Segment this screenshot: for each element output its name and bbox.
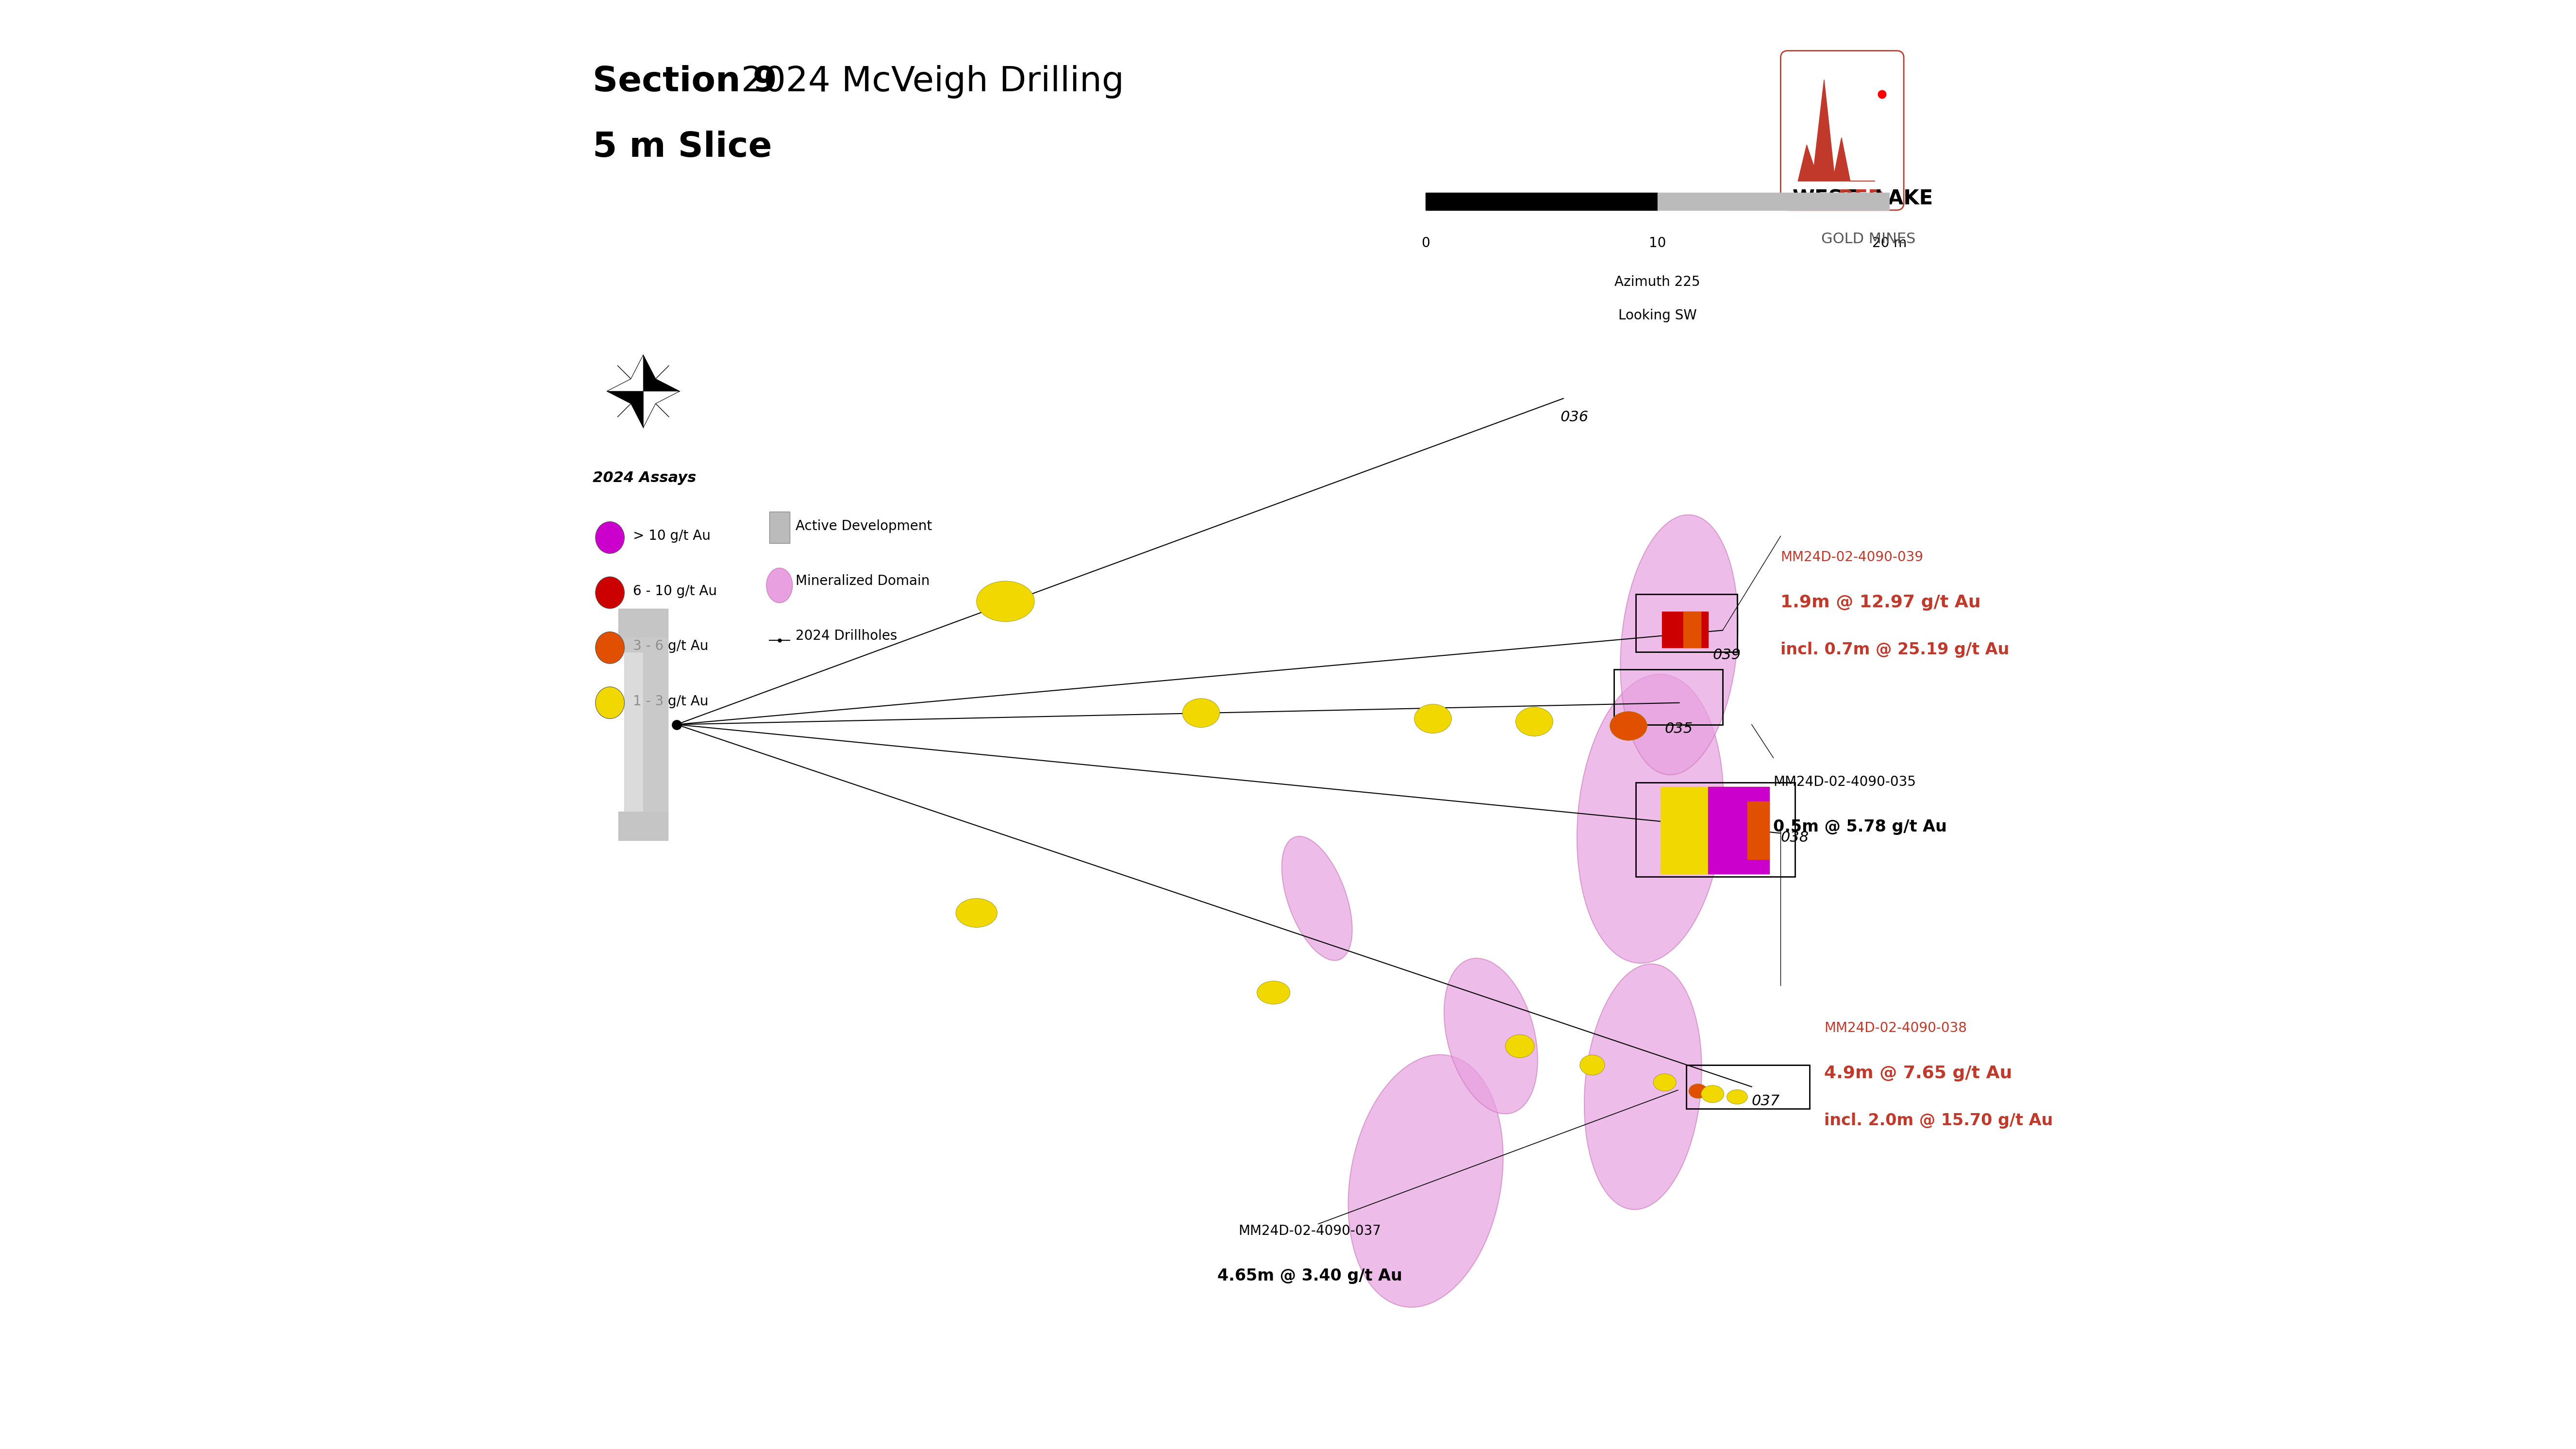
Polygon shape — [1708, 787, 1770, 874]
Ellipse shape — [768, 568, 793, 603]
Polygon shape — [1747, 801, 1770, 859]
Ellipse shape — [1504, 1035, 1535, 1058]
Text: MM24D-02-4090-039: MM24D-02-4090-039 — [1780, 551, 1924, 564]
Ellipse shape — [1414, 704, 1450, 733]
Ellipse shape — [1620, 514, 1739, 775]
Text: Section 9: Section 9 — [592, 65, 778, 99]
Polygon shape — [1662, 787, 1770, 874]
Polygon shape — [608, 355, 680, 427]
Text: MM24D-02-4090-035: MM24D-02-4090-035 — [1772, 775, 1917, 788]
Text: Mineralized Domain: Mineralized Domain — [796, 574, 930, 588]
Polygon shape — [608, 391, 644, 427]
Polygon shape — [608, 355, 644, 391]
Ellipse shape — [1700, 1085, 1723, 1103]
Ellipse shape — [976, 581, 1036, 622]
Text: 039: 039 — [1713, 648, 1741, 662]
Polygon shape — [644, 355, 680, 391]
Ellipse shape — [1182, 698, 1218, 727]
Text: Active Development: Active Development — [796, 519, 933, 533]
Ellipse shape — [1610, 711, 1646, 740]
Text: 10: 10 — [1649, 236, 1667, 249]
Ellipse shape — [1283, 836, 1352, 961]
Text: 038: 038 — [1780, 830, 1808, 845]
Ellipse shape — [595, 687, 623, 719]
Text: 1 - 3 g/t Au: 1 - 3 g/t Au — [634, 694, 708, 709]
Text: 3 - 6 g/t Au: 3 - 6 g/t Au — [634, 639, 708, 653]
Ellipse shape — [1515, 707, 1553, 736]
Text: WEST: WEST — [1793, 188, 1857, 209]
Ellipse shape — [1347, 1055, 1502, 1307]
Text: GOLD MINES: GOLD MINES — [1821, 232, 1917, 246]
Ellipse shape — [1257, 981, 1291, 1004]
Bar — [1636, 782, 1795, 877]
Text: LAKE: LAKE — [1868, 188, 1932, 209]
Ellipse shape — [956, 898, 997, 927]
FancyBboxPatch shape — [1780, 51, 1904, 210]
Ellipse shape — [1579, 1055, 1605, 1075]
Polygon shape — [1425, 193, 1656, 210]
Text: Azimuth 225: Azimuth 225 — [1615, 275, 1700, 288]
Bar — [770, 511, 791, 543]
Ellipse shape — [1726, 1090, 1747, 1104]
Ellipse shape — [1584, 964, 1703, 1210]
Text: 0.5m @ 5.78 g/t Au: 0.5m @ 5.78 g/t Au — [1772, 819, 1947, 835]
Text: 2024 McVeigh Drilling: 2024 McVeigh Drilling — [729, 65, 1123, 99]
Ellipse shape — [1577, 674, 1723, 964]
Ellipse shape — [1654, 1074, 1677, 1091]
Text: 2024 Assays: 2024 Assays — [592, 471, 696, 485]
Polygon shape — [618, 609, 667, 840]
Polygon shape — [1662, 611, 1708, 648]
Text: 6 - 10 g/t Au: 6 - 10 g/t Au — [634, 584, 716, 598]
Text: Looking SW: Looking SW — [1618, 309, 1698, 322]
Text: 037: 037 — [1752, 1094, 1780, 1108]
Bar — [1636, 594, 1736, 652]
Ellipse shape — [595, 577, 623, 609]
Ellipse shape — [1445, 958, 1538, 1114]
Text: MM24D-02-4090-037: MM24D-02-4090-037 — [1239, 1224, 1381, 1237]
Text: incl. 2.0m @ 15.70 g/t Au: incl. 2.0m @ 15.70 g/t Au — [1824, 1113, 2053, 1129]
Polygon shape — [1656, 193, 1888, 210]
Text: 035: 035 — [1664, 722, 1692, 736]
Polygon shape — [644, 391, 680, 427]
Text: 1.9m @ 12.97 g/t Au: 1.9m @ 12.97 g/t Au — [1780, 594, 1981, 610]
Text: incl. 0.7m @ 25.19 g/t Au: incl. 0.7m @ 25.19 g/t Au — [1780, 642, 2009, 658]
Polygon shape — [1798, 80, 1875, 181]
Text: 0: 0 — [1422, 236, 1430, 249]
Text: 036: 036 — [1561, 410, 1589, 425]
Text: MM24D-02-4090-038: MM24D-02-4090-038 — [1824, 1022, 1968, 1035]
Ellipse shape — [595, 522, 623, 554]
Polygon shape — [623, 638, 667, 811]
Text: > 10 g/t Au: > 10 g/t Au — [634, 529, 711, 543]
Bar — [1615, 669, 1723, 724]
Ellipse shape — [1690, 1084, 1708, 1098]
Text: 4.9m @ 7.65 g/t Au: 4.9m @ 7.65 g/t Au — [1824, 1065, 2012, 1081]
Text: 5 m Slice: 5 m Slice — [592, 130, 773, 164]
Text: 2024 Drillholes: 2024 Drillholes — [796, 629, 896, 643]
Polygon shape — [1685, 611, 1700, 648]
Ellipse shape — [595, 632, 623, 664]
Text: 4.65m @ 3.40 g/t Au: 4.65m @ 3.40 g/t Au — [1218, 1268, 1401, 1284]
Text: 20 m: 20 m — [1873, 236, 1906, 249]
Text: RED: RED — [1832, 188, 1886, 209]
Bar — [1687, 1065, 1808, 1108]
